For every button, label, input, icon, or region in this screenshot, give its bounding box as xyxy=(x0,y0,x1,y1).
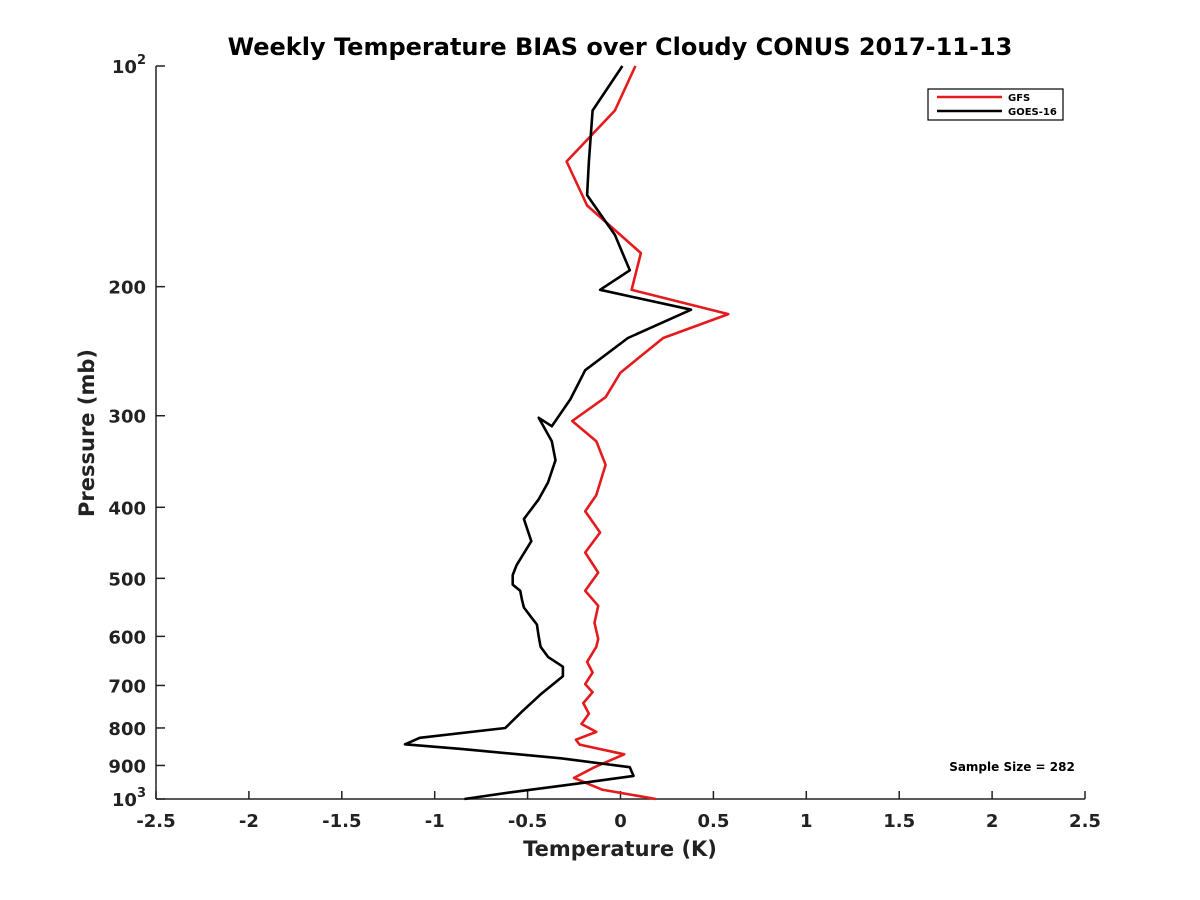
x-tick-label: 1 xyxy=(800,811,813,832)
legend: GFS GOES-16 xyxy=(927,88,1064,121)
x-tick-label: 0.5 xyxy=(697,811,729,832)
series-line-gfs xyxy=(565,65,730,801)
x-tick-label: -0.5 xyxy=(508,811,547,832)
y-tick-label: 300 xyxy=(108,407,146,428)
x-tick-label: -1 xyxy=(425,811,445,832)
y-tick-label: 700 xyxy=(108,676,146,697)
sample-size-annotation: Sample Size = 282 xyxy=(949,760,1075,774)
y-tick-base: 10 xyxy=(112,57,137,78)
x-tick-label: 2.5 xyxy=(1069,811,1101,832)
y-tick-label: 600 xyxy=(108,627,146,648)
y-tick-label: 103 xyxy=(112,786,146,811)
x-tick-label: -2 xyxy=(239,811,259,832)
y-tick-label: 200 xyxy=(108,278,146,299)
plot-axes xyxy=(155,66,1085,800)
y-tick-base: 10 xyxy=(112,790,137,811)
y-tick-label: 400 xyxy=(108,498,146,519)
x-axis-label: Temperature (K) xyxy=(523,837,717,861)
x-axis-ticks: -2.5 -2 -1.5 -1 -0.5 0 0.5 1 1.5 2 2.5 xyxy=(136,791,1101,832)
x-tick-label: 2 xyxy=(986,811,999,832)
y-tick-label: 900 xyxy=(108,756,146,777)
x-tick-label: 1.5 xyxy=(883,811,915,832)
legend-box xyxy=(927,88,1064,121)
x-tick-label: -2.5 xyxy=(136,811,175,832)
x-tick-label: 0 xyxy=(614,811,627,832)
y-axis-label: Pressure (mb) xyxy=(75,349,99,517)
y-tick-label: 500 xyxy=(108,569,146,590)
y-tick-label: 102 xyxy=(112,53,146,78)
y-tick-label: 800 xyxy=(108,719,146,740)
x-tick-label: -1.5 xyxy=(322,811,361,832)
chart-title: Weekly Temperature BIAS over Cloudy CONU… xyxy=(228,33,1013,61)
legend-label-goes16: GOES-16 xyxy=(1008,107,1057,118)
series-line-goes16 xyxy=(403,65,693,801)
series-layer xyxy=(403,65,730,801)
legend-label-gfs: GFS xyxy=(1008,93,1030,104)
y-tick-exponent: 3 xyxy=(137,786,146,801)
y-tick-exponent: 2 xyxy=(137,53,146,68)
